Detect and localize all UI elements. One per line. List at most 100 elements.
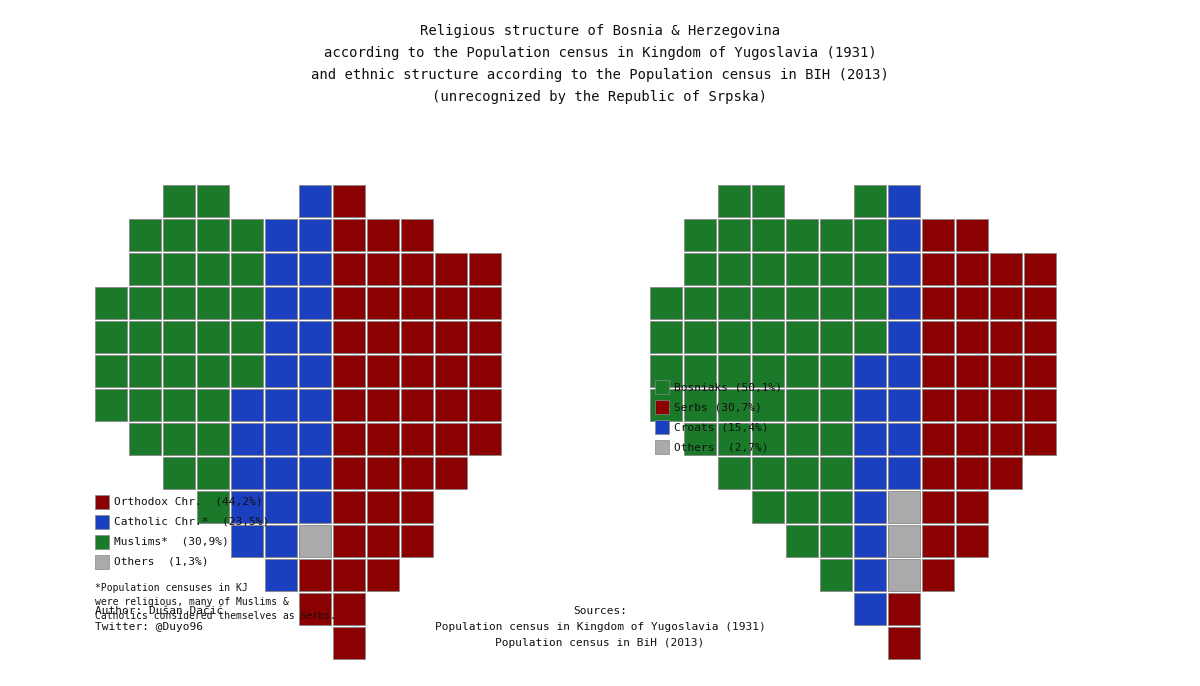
Bar [1024, 287, 1056, 319]
Bar [684, 253, 716, 285]
Text: (unrecognized by the Republic of Srpska): (unrecognized by the Republic of Srpska) [432, 90, 768, 104]
Bar [95, 515, 109, 529]
Bar [820, 491, 852, 523]
Bar [469, 253, 502, 285]
Bar [854, 593, 886, 625]
Text: Catholics considered themselves as Serbs.: Catholics considered themselves as Serbs… [95, 611, 336, 621]
Bar [334, 287, 365, 319]
Bar [367, 423, 398, 455]
Bar [922, 355, 954, 387]
Bar [197, 491, 229, 523]
Bar [684, 287, 716, 319]
Bar [334, 321, 365, 353]
Bar [990, 423, 1022, 455]
Bar [334, 627, 365, 659]
Text: Orthodox Chr.  (44,2%): Orthodox Chr. (44,2%) [114, 497, 263, 507]
Bar [922, 423, 954, 455]
Bar [854, 559, 886, 591]
Bar [265, 355, 298, 387]
Bar [752, 355, 784, 387]
Bar [230, 491, 263, 523]
Bar [299, 389, 331, 421]
Bar [436, 457, 467, 489]
Bar [163, 219, 194, 251]
Bar [888, 559, 920, 591]
Bar [922, 491, 954, 523]
Bar [786, 491, 818, 523]
Bar [786, 287, 818, 319]
Text: Sources:: Sources: [574, 606, 628, 616]
Bar [299, 457, 331, 489]
Bar [130, 253, 161, 285]
Bar [334, 219, 365, 251]
Bar [684, 389, 716, 421]
Bar [650, 321, 682, 353]
Bar [197, 423, 229, 455]
Bar [265, 559, 298, 591]
Bar [752, 253, 784, 285]
Bar [469, 355, 502, 387]
Text: Bosniaks (50,1%): Bosniaks (50,1%) [674, 382, 782, 392]
Bar [854, 185, 886, 217]
Bar [436, 321, 467, 353]
Text: Others  (2,7%): Others (2,7%) [674, 442, 768, 452]
Bar [197, 389, 229, 421]
Bar [922, 525, 954, 557]
Bar [299, 321, 331, 353]
Bar [299, 525, 331, 557]
Bar [990, 253, 1022, 285]
Bar [367, 219, 398, 251]
Text: Twitter: @Duyo96: Twitter: @Duyo96 [95, 622, 203, 632]
Bar [1024, 355, 1056, 387]
Bar [820, 287, 852, 319]
Bar [684, 355, 716, 387]
Bar [888, 457, 920, 489]
Bar [752, 457, 784, 489]
Bar [752, 423, 784, 455]
Bar [922, 457, 954, 489]
Bar [163, 287, 194, 319]
Bar [820, 389, 852, 421]
Bar [197, 253, 229, 285]
Bar [469, 389, 502, 421]
Bar [888, 593, 920, 625]
Bar [990, 321, 1022, 353]
Bar [367, 287, 398, 319]
Bar [401, 253, 433, 285]
Bar [655, 400, 670, 414]
Bar [265, 457, 298, 489]
Bar [752, 491, 784, 523]
Bar [265, 491, 298, 523]
Text: Others  (1,3%): Others (1,3%) [114, 557, 209, 567]
Bar [752, 185, 784, 217]
Bar [854, 287, 886, 319]
Bar [820, 559, 852, 591]
Bar [820, 355, 852, 387]
Bar [718, 389, 750, 421]
Bar [752, 219, 784, 251]
Bar [718, 185, 750, 217]
Bar [854, 355, 886, 387]
Bar [786, 525, 818, 557]
Bar [888, 253, 920, 285]
Bar [299, 219, 331, 251]
Bar [752, 287, 784, 319]
Bar [990, 457, 1022, 489]
Bar [130, 389, 161, 421]
Bar [956, 355, 988, 387]
Bar [436, 355, 467, 387]
Bar [401, 423, 433, 455]
Bar [1024, 321, 1056, 353]
Text: and ethnic structure according to the Population census in BIH (2013): and ethnic structure according to the Po… [311, 68, 889, 82]
Bar [922, 219, 954, 251]
Bar [888, 627, 920, 659]
Bar [163, 423, 194, 455]
Bar [922, 389, 954, 421]
Bar [684, 321, 716, 353]
Bar [786, 423, 818, 455]
Bar [401, 321, 433, 353]
Text: Serbs (30,7%): Serbs (30,7%) [674, 402, 762, 412]
Bar [820, 321, 852, 353]
Bar [299, 253, 331, 285]
Bar [655, 420, 670, 434]
